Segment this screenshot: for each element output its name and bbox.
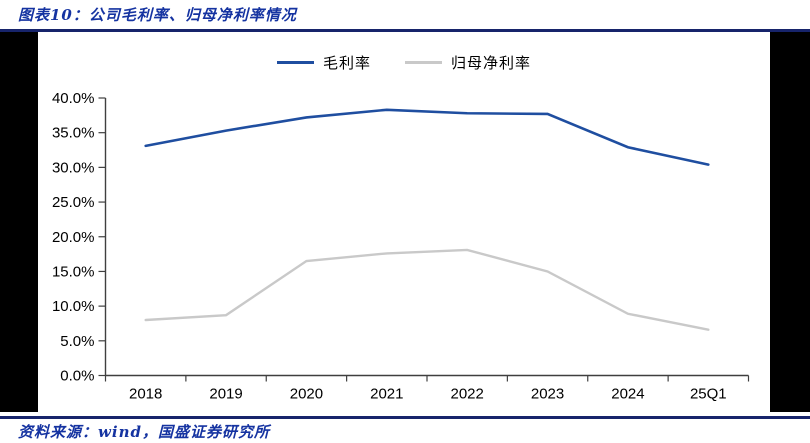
source-note: 资料来源：wind，国盛证券研究所 — [18, 423, 271, 441]
x-axis-label: 2018 — [129, 386, 162, 403]
y-axis-label: 10.0% — [52, 298, 95, 315]
y-axis-label: 35.0% — [52, 125, 95, 142]
x-axis-label: 2021 — [370, 386, 403, 403]
x-axis-label: 2023 — [531, 386, 564, 403]
page-title: 图表10：公司毛利率、归母净利率情况 — [18, 6, 297, 24]
gross-margin-swatch — [276, 61, 314, 64]
net-profit-margin-swatch — [405, 61, 442, 64]
legend-label: 归母净利率 — [451, 54, 532, 72]
y-axis-label: 25.0% — [52, 194, 95, 211]
x-axis-label: 2020 — [290, 386, 323, 403]
chart-legend: 毛利率 归母净利率 — [38, 52, 770, 73]
left-black-margin — [0, 32, 38, 412]
net-profit-margin-line — [144, 248, 710, 331]
x-axis-label: 2019 — [209, 386, 242, 403]
legend-item-net-profit-margin: 归母净利率 — [405, 52, 531, 73]
y-axis-label: 0.0% — [60, 368, 94, 385]
legend-item-gross-margin: 毛利率 — [276, 52, 371, 73]
title-divider — [0, 29, 810, 32]
legend-label: 毛利率 — [322, 54, 371, 72]
y-axis-label: 15.0% — [52, 263, 95, 280]
y-axis-label: 30.0% — [52, 159, 95, 176]
right-black-margin — [770, 32, 810, 412]
x-axis-label: 25Q1 — [690, 386, 727, 403]
footer-divider — [0, 416, 810, 419]
y-axis-label: 20.0% — [52, 229, 95, 246]
gross-margin-line — [144, 108, 710, 166]
y-axis-label: 40.0% — [52, 90, 95, 107]
y-axis-label: 5.0% — [60, 333, 94, 350]
x-axis-label: 2024 — [611, 386, 644, 403]
x-axis-label: 2022 — [451, 386, 484, 403]
